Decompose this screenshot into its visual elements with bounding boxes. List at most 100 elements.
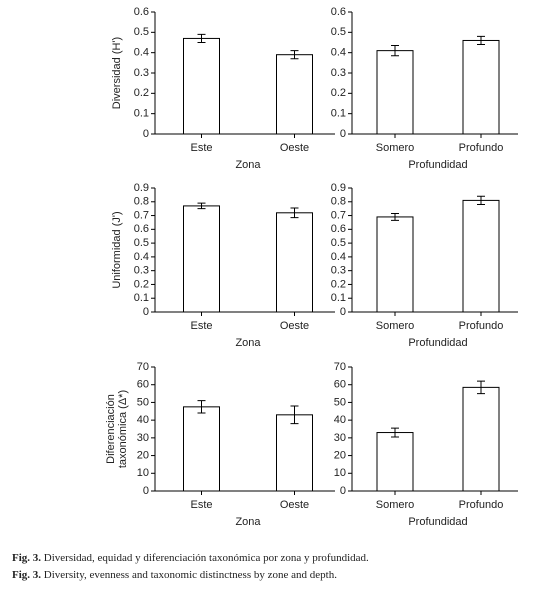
y-axis-label: Diferenciación xyxy=(105,394,117,464)
error-bar xyxy=(290,405,299,425)
x-tick-label: Profundo xyxy=(459,142,504,154)
x-axis-label: Zona xyxy=(235,159,261,171)
x-axis-label: Profundidad xyxy=(408,337,467,349)
y-tick-label: 10 xyxy=(137,467,149,479)
y-tick-label: 0 xyxy=(340,306,346,318)
y-tick-label: 0.5 xyxy=(134,26,149,38)
y-tick-label: 0.5 xyxy=(134,237,149,249)
x-tick-label: Este xyxy=(190,320,212,332)
y-tick-label: 40 xyxy=(137,414,149,426)
y-tick-label: 0.1 xyxy=(331,292,346,304)
y-tick-label: 20 xyxy=(334,449,346,461)
error-bar xyxy=(197,202,206,210)
y-tick-label: 0.5 xyxy=(331,26,346,38)
error-bar xyxy=(197,33,206,43)
caption-text: Diversity, evenness and taxonomic distin… xyxy=(44,569,337,581)
y-tick-label: 0.6 xyxy=(134,223,149,235)
y-tick-label: 0.4 xyxy=(134,251,149,263)
y-tick-label: 0.1 xyxy=(331,108,346,120)
caption: Fig. 3. Diversity, evenness and taxonomi… xyxy=(12,569,337,581)
y-tick-label: 0.2 xyxy=(331,87,346,99)
y-tick-label: 0.3 xyxy=(134,67,149,79)
bar xyxy=(183,406,220,492)
bar xyxy=(183,37,220,135)
x-axis-label: Zona xyxy=(235,337,261,349)
y-tick-label: 50 xyxy=(137,396,149,408)
y-axis-label: Diversidad (H') xyxy=(111,37,123,109)
caption-text: Diversidad, equidad y diferenciación tax… xyxy=(44,552,369,564)
y-tick-label: 0.2 xyxy=(134,278,149,290)
bar xyxy=(376,50,414,135)
y-axis-label: Uniformidad (J') xyxy=(111,211,123,288)
y-tick-label: 0.2 xyxy=(331,278,346,290)
y-tick-label: 0.1 xyxy=(134,292,149,304)
x-tick-label: Somero xyxy=(376,499,415,511)
y-tick-label: 0.2 xyxy=(134,87,149,99)
y-tick-label: 0.9 xyxy=(134,182,149,194)
caption: Fig. 3. Diversidad, equidad y diferencia… xyxy=(12,552,369,564)
bar xyxy=(276,212,313,313)
error-bar xyxy=(290,207,299,219)
y-tick-label: 30 xyxy=(334,432,346,444)
y-tick-label: 70 xyxy=(334,361,346,373)
bar xyxy=(276,414,313,492)
y-tick-label: 0.3 xyxy=(331,265,346,277)
y-tick-label: 0.4 xyxy=(134,47,149,59)
y-tick-label: 70 xyxy=(137,361,149,373)
x-tick-label: Somero xyxy=(376,142,415,154)
x-tick-label: Profundo xyxy=(459,499,504,511)
y-tick-label: 0.6 xyxy=(331,223,346,235)
y-tick-label: 0.3 xyxy=(331,67,346,79)
y-tick-label: 40 xyxy=(334,414,346,426)
y-tick-label: 0.5 xyxy=(331,237,346,249)
y-tick-label: 0.7 xyxy=(134,209,149,221)
x-tick-label: Oeste xyxy=(280,142,309,154)
x-tick-label: Somero xyxy=(376,320,415,332)
bar xyxy=(462,386,500,492)
y-tick-label: 0.1 xyxy=(134,108,149,120)
y-tick-label: 0 xyxy=(143,485,149,497)
y-tick-label: 60 xyxy=(334,379,346,391)
y-tick-label: 0.7 xyxy=(331,209,346,221)
bar xyxy=(462,199,500,313)
x-tick-label: Este xyxy=(190,142,212,154)
y-tick-label: 60 xyxy=(137,379,149,391)
x-tick-label: Oeste xyxy=(280,320,309,332)
y-tick-label: 0 xyxy=(143,128,149,140)
caption-label: Fig. 3. xyxy=(12,569,41,581)
x-tick-label: Oeste xyxy=(280,499,309,511)
y-tick-label: 0.6 xyxy=(134,6,149,18)
y-tick-label: 0 xyxy=(340,485,346,497)
y-tick-label: 0.6 xyxy=(331,6,346,18)
error-bar xyxy=(477,195,485,206)
bar xyxy=(376,216,414,313)
y-axis-label: taxonómica (Δ*) xyxy=(117,390,129,468)
error-bar xyxy=(391,427,399,438)
bar xyxy=(462,39,500,135)
y-tick-label: 20 xyxy=(137,449,149,461)
x-tick-label: Este xyxy=(190,499,212,511)
y-tick-label: 0.3 xyxy=(134,265,149,277)
caption-label: Fig. 3. xyxy=(12,552,41,564)
y-tick-label: 10 xyxy=(334,467,346,479)
bar xyxy=(183,205,220,313)
y-tick-label: 0.8 xyxy=(134,196,149,208)
x-axis-label: Zona xyxy=(235,516,261,528)
y-tick-label: 50 xyxy=(334,396,346,408)
bar xyxy=(376,432,414,492)
bar xyxy=(276,54,313,135)
y-tick-label: 0 xyxy=(143,306,149,318)
y-tick-label: 0.9 xyxy=(331,182,346,194)
error-bar xyxy=(197,400,206,414)
error-bar xyxy=(477,380,485,395)
y-tick-label: 0 xyxy=(340,128,346,140)
y-tick-label: 0.4 xyxy=(331,251,346,263)
error-bar xyxy=(391,45,399,57)
x-axis-label: Profundidad xyxy=(408,516,467,528)
x-axis-label: Profundidad xyxy=(408,159,467,171)
error-bar xyxy=(391,212,399,221)
y-tick-label: 30 xyxy=(137,432,149,444)
y-tick-label: 0.8 xyxy=(331,196,346,208)
y-tick-label: 0.4 xyxy=(331,47,346,59)
